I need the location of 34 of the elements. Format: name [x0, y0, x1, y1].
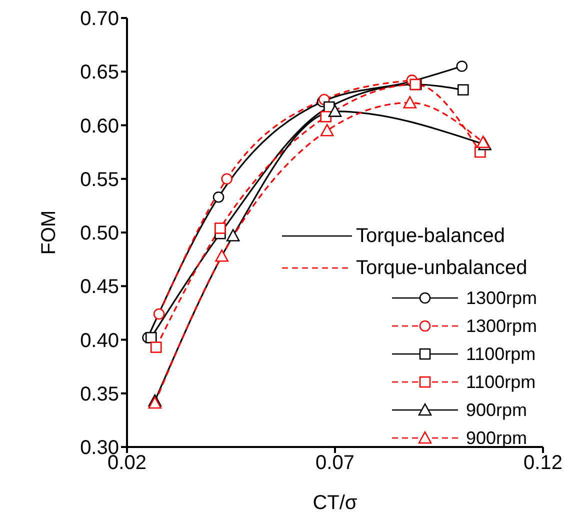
point	[226, 229, 240, 242]
point	[150, 342, 162, 353]
y-tick-label: 0.60	[80, 115, 119, 138]
point	[215, 249, 228, 262]
point	[320, 111, 332, 122]
legend-label: 1300rpm	[466, 316, 537, 336]
point	[153, 308, 165, 320]
legend-label: 900rpm	[466, 400, 527, 420]
legend-label: 900rpm	[466, 428, 527, 448]
legend-label: 1100rpm	[466, 344, 536, 364]
point	[320, 124, 334, 136]
point	[328, 104, 342, 117]
legend-label: 1100rpm	[466, 372, 536, 392]
annotation: Torque-balanced	[356, 224, 505, 248]
y-tick-label: 0.35	[80, 383, 119, 406]
point	[221, 173, 232, 185]
y-axis-title: FOM	[38, 210, 60, 255]
x-tick-label: 0.07	[316, 452, 354, 474]
point	[212, 191, 224, 203]
point	[457, 84, 469, 96]
y-tick-label: 0.65	[80, 62, 119, 84]
x-axis-title: CT/σ	[312, 492, 358, 514]
annotation: Torque-unbalanced	[356, 256, 528, 280]
point	[403, 96, 417, 108]
point	[214, 222, 226, 234]
point	[145, 332, 157, 344]
y-tick-label: 0.45	[80, 276, 119, 298]
y-tick-label: 0.70	[80, 8, 119, 30]
y-tick-label: 0.55	[80, 168, 119, 191]
y-tick-label: 0.40	[80, 330, 119, 352]
y-tick-label: 0.50	[80, 222, 119, 245]
x-tick-label: 0.12	[524, 452, 562, 474]
point	[456, 60, 468, 72]
legend-label: 1300rpm	[466, 288, 537, 308]
